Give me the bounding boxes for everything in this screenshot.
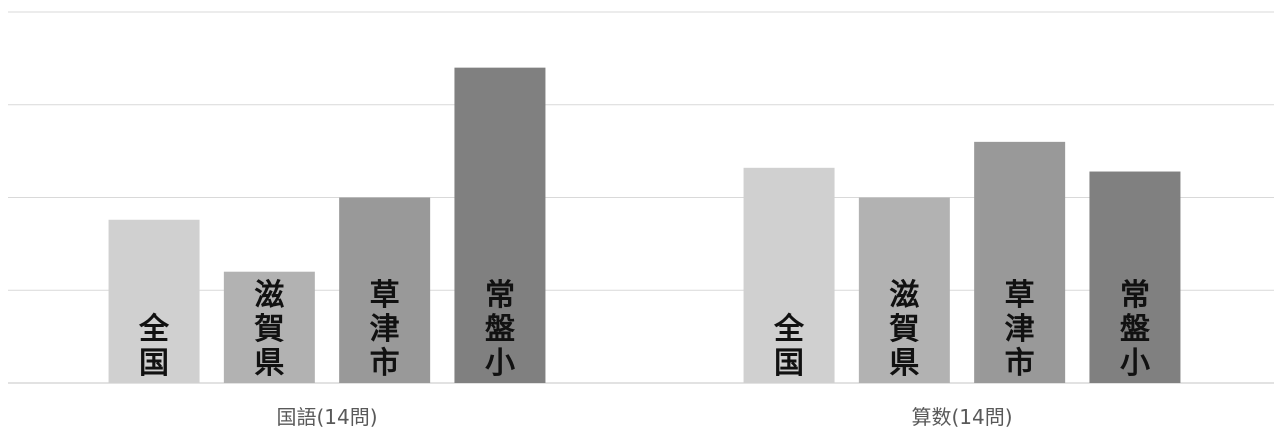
category-axis-labels: 国語(14問) 算数(14問) <box>276 405 1012 429</box>
bar-series-label: 滋賀県 <box>254 278 284 381</box>
bar-series-label: 草津市 <box>370 278 400 381</box>
bar-series-label: 常盤小 <box>485 278 515 381</box>
bar <box>1089 171 1181 383</box>
bar-series-label: 滋賀県 <box>889 278 919 381</box>
category-label: 算数(14問) <box>911 405 1012 429</box>
bar <box>974 141 1066 383</box>
bar <box>858 197 950 383</box>
bar <box>339 197 431 383</box>
bar-group <box>108 67 1181 384</box>
bar-series-label: 草津市 <box>1005 278 1035 381</box>
category-label: 国語(14問) <box>276 405 377 429</box>
bar-series-label: 全国 <box>773 312 805 381</box>
bar <box>743 167 835 383</box>
bar <box>108 219 200 383</box>
bar <box>223 271 315 383</box>
bar-series-labels: 全国 滋賀県 草津市 常盤小 全国 滋賀県 草津市 常盤小 <box>138 278 1150 381</box>
bar <box>454 67 546 384</box>
bar-series-label: 全国 <box>138 312 170 381</box>
bar-series-label: 常盤小 <box>1120 278 1150 381</box>
